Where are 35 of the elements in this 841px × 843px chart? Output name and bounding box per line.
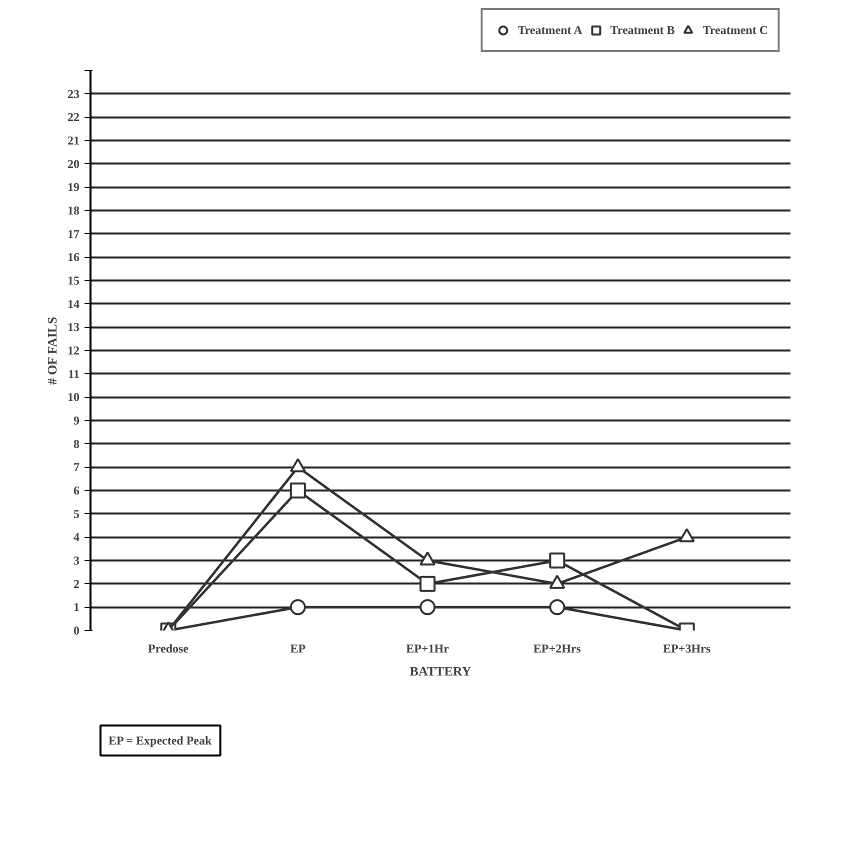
- x-tick-label: EP+3Hrs: [663, 642, 711, 656]
- legend-label: Treatment C: [702, 22, 768, 38]
- y-tick-label: 1: [74, 600, 80, 614]
- y-tick-label: 8: [74, 436, 80, 451]
- y-tick-label: 10: [68, 390, 80, 404]
- y-tick-label: 14: [68, 296, 80, 311]
- y-tick-label: 3: [74, 554, 80, 568]
- y-tick-label: 15: [68, 274, 80, 288]
- y-tick-label: 7: [74, 460, 80, 474]
- legend-label: Treatment A: [518, 22, 582, 38]
- y-tick-label: 11: [68, 366, 80, 381]
- y-tick-label: 18: [68, 204, 80, 218]
- y-tick-label: 12: [68, 344, 80, 358]
- y-tick-label: 2: [74, 576, 80, 591]
- y-tick-label: 5: [74, 506, 80, 521]
- y-tick-label: 9: [74, 414, 80, 428]
- y-tick-label: 13: [68, 320, 80, 334]
- y-axis-title: # OF FAILS: [44, 316, 60, 385]
- y-tick-label: 4: [74, 530, 80, 544]
- y-tick-label: 19: [68, 180, 80, 194]
- x-tick-label: EP+1Hr: [406, 642, 450, 656]
- text: EP = Expected Peak: [108, 734, 212, 748]
- legend-label: Treatment B: [610, 22, 675, 38]
- x-tick-label: EP+2Hrs: [533, 642, 582, 656]
- y-tick-label: 23: [68, 86, 80, 101]
- x-tick-label: Predose: [148, 642, 190, 656]
- y-tick-label: 17: [68, 226, 80, 241]
- x-axis-title: BATTERY: [410, 664, 472, 678]
- y-tick-label: 20: [68, 156, 80, 171]
- y-tick-label: 21: [68, 134, 80, 148]
- x-tick-label: EP: [290, 642, 306, 656]
- y-tick-label: 6: [74, 484, 80, 498]
- y-tick-label: 16: [68, 250, 80, 264]
- y-tick-label: 0: [74, 624, 80, 638]
- y-tick-label: 22: [68, 110, 80, 124]
